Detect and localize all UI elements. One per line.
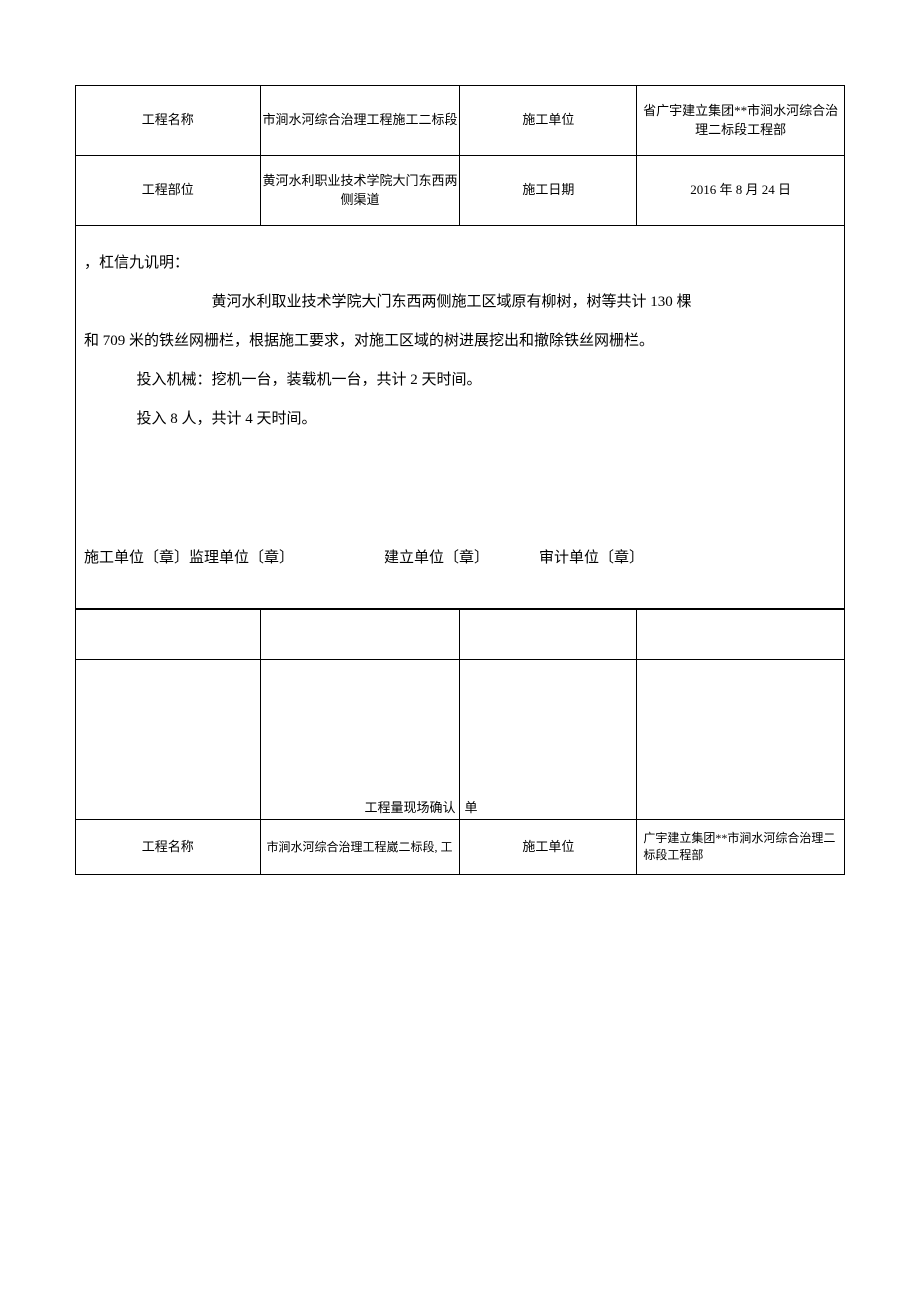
signature-block: 施工单位〔章〕监理单位〔章〕 建立单位〔章〕 审计单位〔章〕 [84, 539, 836, 578]
signature-supervision: 监理单位〔章〕 [189, 539, 294, 578]
title-row: 工程量现场确认 单 [76, 660, 845, 820]
label-project-part: 工程部位 [76, 156, 261, 226]
blank-cell [76, 610, 261, 660]
body-line-5: 投入 8 人，共计 4 天时间。 [84, 400, 836, 439]
signature-audit: 审计单位〔章〕 [539, 539, 644, 578]
value-construction-unit-2: 广宇建立集团**市涧水河综合治理二标段工程部 [637, 820, 845, 875]
header-table-2: 工程量现场确认 单 工程名称 市涧水河综合治理工程崴二标段, 工 施工单位 广宇… [75, 609, 845, 875]
body-line-4: 投入机械：挖机一台，装载机一台，共计 2 天时间。 [84, 361, 836, 400]
content-cell: ，杠信九讥明： 黄河水利取业技术学院大门东西两侧施工区域原有柳树，树等共计 13… [76, 226, 845, 609]
header-table-1: 工程名称 市涧水河综合治理工程施工二标段 施工单位 省广宇建立集团**市涧水河综… [75, 85, 845, 609]
blank-cell [637, 610, 845, 660]
body-line-3: 和 709 米的铁丝网栅栏，根据施工要求，对施工区域的树进展挖出和撤除铁丝网栅栏… [84, 322, 836, 361]
value-construction-date: 2016 年 8 月 24 日 [637, 156, 845, 226]
section-title-right: 单 [460, 660, 637, 820]
label-project-name-2: 工程名称 [76, 820, 261, 875]
signature-construction: 施工单位〔章〕 [84, 539, 189, 578]
label-construction-unit: 施工单位 [460, 86, 637, 156]
table-row: 工程名称 市涧水河综合治理工程崴二标段, 工 施工单位 广宇建立集团**市涧水河… [76, 820, 845, 875]
value-construction-unit: 省广宇建立集团**市涧水河综合治理二标段工程部 [637, 86, 845, 156]
table-row: 工程部位 黄河水利职业技术学院大门东西两侧渠道 施工日期 2016 年 8 月 … [76, 156, 845, 226]
label-construction-date: 施工日期 [460, 156, 637, 226]
value-project-name: 市涧水河综合治理工程施工二标段 [260, 86, 460, 156]
label-project-name: 工程名称 [76, 86, 261, 156]
blank-cell [260, 610, 460, 660]
value-project-name-2: 市涧水河综合治理工程崴二标段, 工 [260, 820, 460, 875]
body-line-1: ，杠信九讥明： [84, 244, 836, 283]
blank-cell [460, 610, 637, 660]
table-row: 工程名称 市涧水河综合治理工程施工二标段 施工单位 省广宇建立集团**市涧水河综… [76, 86, 845, 156]
value-project-part: 黄河水利职业技术学院大门东西两侧渠道 [260, 156, 460, 226]
section-title-left: 工程量现场确认 [260, 660, 460, 820]
signature-establishment: 建立单位〔章〕 [384, 539, 489, 578]
table-row-blank [76, 610, 845, 660]
body-line-2: 黄河水利取业技术学院大门东西两侧施工区域原有柳树，树等共计 130 棵 [84, 283, 836, 322]
content-row: ，杠信九讥明： 黄河水利取业技术学院大门东西两侧施工区域原有柳树，树等共计 13… [76, 226, 845, 609]
label-construction-unit-2: 施工单位 [460, 820, 637, 875]
document-page: 工程名称 市涧水河综合治理工程施工二标段 施工单位 省广宇建立集团**市涧水河综… [0, 0, 920, 875]
blank-cell [76, 660, 261, 820]
blank-cell [637, 660, 845, 820]
